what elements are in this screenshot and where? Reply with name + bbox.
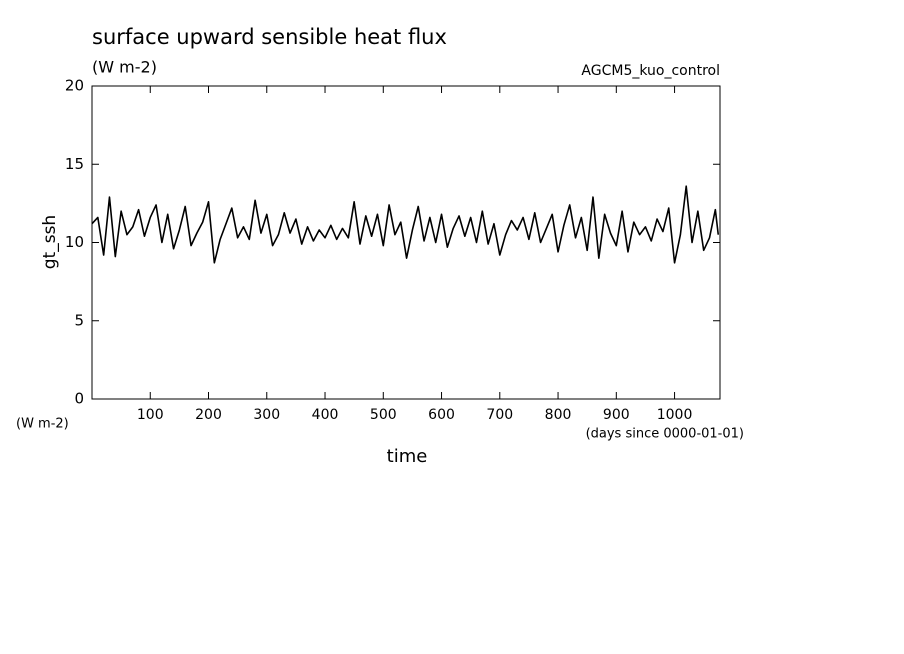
chart-subtitle: (W m-2)	[92, 58, 157, 77]
plot-frame	[91, 85, 721, 400]
chart-title: surface upward sensible heat flux	[92, 25, 447, 49]
x-axis-label: time	[387, 446, 428, 467]
data-line	[91, 185, 720, 264]
x-tick-label: 400	[312, 407, 339, 423]
x-tick-label: 700	[486, 407, 513, 423]
y-tick-label: 15	[65, 155, 84, 173]
y-tick-label: 0	[74, 390, 84, 408]
x-tick-label: 500	[370, 407, 397, 423]
x-tick-label: 300	[253, 407, 280, 423]
x-axis-units: (days since 0000-01-01)	[586, 427, 744, 442]
y-axis-units: (W m-2)	[16, 417, 69, 432]
y-axis-label: gt_ssh	[40, 215, 60, 269]
annotation: AGCM5_kuo_control	[581, 63, 720, 79]
y-tick-label: 5	[74, 311, 84, 329]
y-tick-label: 10	[65, 233, 84, 251]
x-tick-label: 800	[545, 407, 572, 423]
x-tick-label: 600	[428, 407, 455, 423]
x-tick-label: 200	[195, 407, 222, 423]
x-tick-label: 100	[137, 407, 164, 423]
x-tick-label: 1000	[657, 407, 693, 423]
x-tick-label: 900	[603, 407, 630, 423]
y-tick-label: 20	[65, 77, 84, 95]
